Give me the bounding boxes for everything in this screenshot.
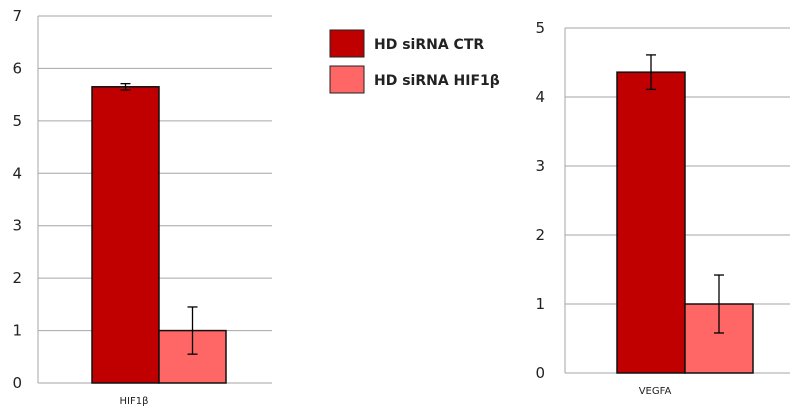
legend: HD siRNA CTR HD siRNA HIF1β: [329, 29, 500, 94]
bar: [91, 86, 160, 384]
legend-label-hif1b: HD siRNA HIF1β: [374, 73, 500, 89]
y-tick-label: 2: [12, 269, 22, 287]
y-tick-label: 4: [535, 88, 545, 106]
y-tick-label: 6: [12, 59, 22, 77]
y-tick-label: 0: [535, 364, 545, 382]
x-category-label: HIF1β: [120, 396, 149, 407]
bar: [616, 71, 686, 374]
chart-right: 0 1 2 3 4 5 VEGFA: [535, 19, 790, 397]
y-tick-label: 1: [535, 295, 545, 313]
legend-swatch-ctr: [329, 29, 365, 58]
y-tick-label: 5: [12, 112, 22, 130]
x-category-label: VEGFA: [639, 386, 672, 397]
y-tick-label: 2: [535, 226, 545, 244]
legend-label-ctr: HD siRNA CTR: [374, 37, 484, 53]
legend-swatch-hif1b: [329, 65, 365, 94]
y-tick-label: 0: [12, 374, 22, 392]
y-tick-label: 1: [12, 322, 22, 340]
y-tick-label: 4: [12, 164, 22, 182]
chart-left: 0 1 2 3 4 5 6 7 HIF1β: [12, 7, 272, 407]
y-tick-label: 3: [12, 217, 22, 235]
y-tick-label: 5: [535, 19, 545, 37]
y-tick-label: 3: [535, 157, 545, 175]
y-tick-label: 7: [12, 7, 22, 25]
